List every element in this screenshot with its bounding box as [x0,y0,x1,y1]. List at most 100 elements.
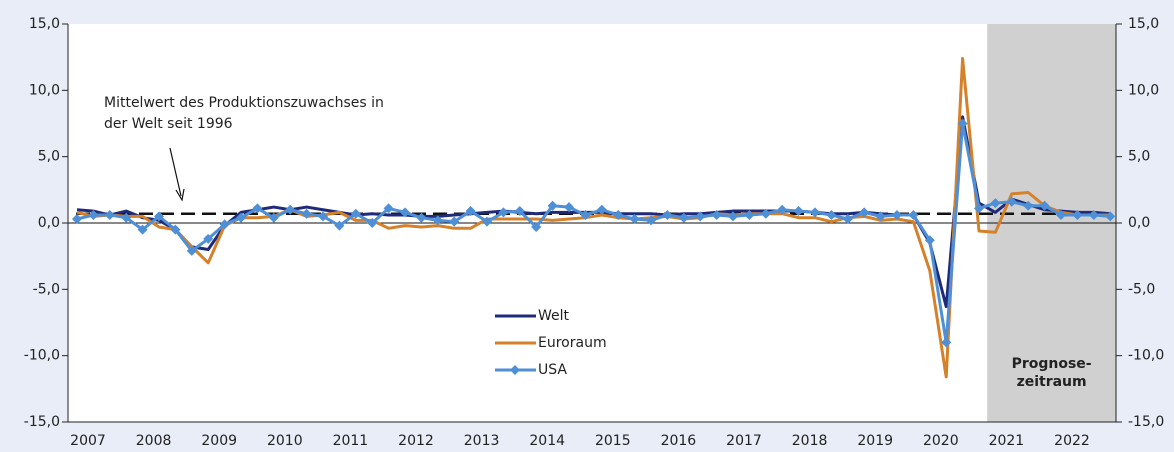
series-marker [137,224,148,235]
series-marker [416,212,427,223]
series-marker [383,203,394,214]
x-tick-label: 2012 [398,433,434,449]
x-tick-label: 2017 [726,433,762,449]
series-marker [974,203,984,214]
series-marker [301,208,312,219]
series-line [76,56,1111,379]
forecast-label: zeitraum [1017,374,1087,390]
series-line [76,122,1111,344]
legend-label: Welt [538,308,570,324]
x-tick-label: 2014 [529,433,565,449]
y2-tick-label: 15,0 [1128,16,1159,32]
annotation: der Welt seit 1996 [104,116,233,132]
y-tick-label: 0,0 [38,215,60,231]
series-marker [711,210,722,221]
series-marker [367,218,378,228]
y-tick-label: -10,0 [24,348,60,364]
series-marker [350,208,361,219]
series-marker [908,210,919,221]
y-tick-label: 10,0 [29,82,60,98]
series-marker [810,207,820,218]
series-marker [1072,210,1083,221]
annotation-arrowhead [175,188,185,202]
x-tick-label: 2021 [989,433,1025,449]
series-marker [1056,210,1066,221]
legend-label: Euroraum [538,335,607,351]
series-marker [252,203,263,214]
x-tick-label: 2019 [857,433,893,449]
series-marker [1006,196,1017,207]
series-marker [728,211,738,222]
series-marker [941,337,952,348]
series-marker [88,210,99,221]
x-tick-label: 2007 [70,433,106,449]
series-marker [1023,200,1034,211]
series-marker [449,216,460,227]
series-marker [318,211,328,222]
series-marker [121,212,132,223]
series-marker [695,211,706,222]
series-marker [580,210,591,221]
series-marker [400,207,410,218]
y2-tick-label: 0,0 [1128,215,1150,231]
series-marker [826,210,837,221]
y2-tick-label: -10,0 [1128,348,1164,364]
y2-tick-label: 10,0 [1128,82,1159,98]
x-tick-label: 2020 [923,433,959,449]
series-marker [777,204,788,215]
x-tick-label: 2015 [595,433,631,449]
series-marker [186,245,197,256]
series-marker [203,233,214,244]
series-marker [72,214,82,225]
x-tick-label: 2022 [1054,433,1090,449]
series-marker [514,206,525,217]
x-tick-label: 2018 [792,433,828,449]
series-marker [432,215,443,226]
x-tick-label: 2009 [201,433,237,449]
legend-label: USA [538,362,567,378]
series-marker [678,212,689,223]
series-marker [957,118,968,129]
series-marker [285,204,296,215]
y-tick-label: -5,0 [33,281,60,297]
series-marker [842,214,853,225]
series-marker [104,210,115,221]
series-marker [236,212,246,223]
y-tick-label: 15,0 [29,16,60,32]
series-marker [498,207,509,218]
series-marker [760,208,771,219]
series-marker [924,235,935,246]
y-tick-label: -15,0 [24,414,60,430]
series-marker [793,206,804,217]
series-marker [875,211,886,222]
y-tick-label: 5,0 [38,149,60,165]
series-marker [646,215,656,226]
series-marker [465,206,476,217]
series-marker [531,221,542,232]
series-marker [1039,200,1050,211]
series-marker [154,211,164,222]
x-tick-label: 2011 [333,433,369,449]
series-marker [547,200,558,211]
x-tick-label: 2013 [464,433,500,449]
series-marker [613,210,624,221]
legend-marker [510,365,520,375]
series-marker [596,204,607,215]
annotation: Mittelwert des Produktionszuwachses in [104,95,384,111]
forecast-label: Prognose- [1012,356,1092,372]
series-marker [859,207,870,218]
y2-tick-label: 5,0 [1128,149,1150,165]
series-marker [990,198,1001,209]
series-marker [219,219,230,230]
x-tick-label: 2008 [136,433,172,449]
annotation-arrow [169,147,182,197]
series-marker [564,202,574,213]
x-tick-label: 2010 [267,433,303,449]
series-marker [334,220,345,231]
series-marker [744,210,755,221]
series-marker [662,210,673,221]
series-marker [629,214,640,225]
series-marker [482,216,492,227]
y2-tick-label: -5,0 [1128,281,1155,297]
